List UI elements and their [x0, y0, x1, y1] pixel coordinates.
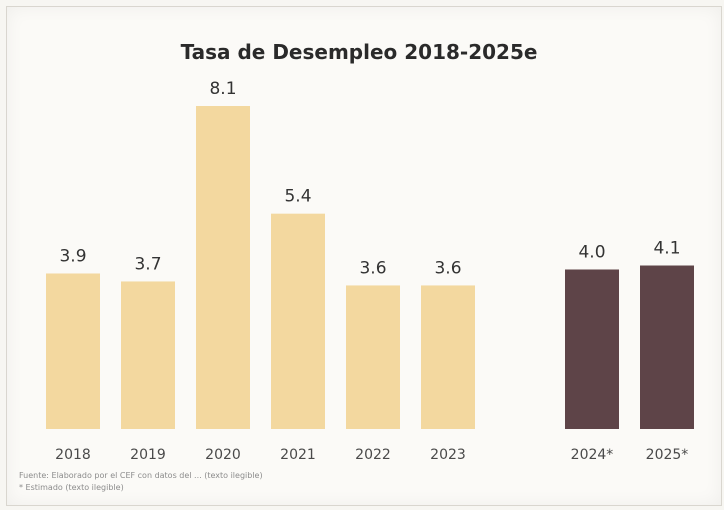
value-label-2020: 8.1	[209, 79, 236, 99]
value-label-2025-est: 4.1	[653, 239, 680, 259]
tick-label-2025-est: 2025*	[646, 447, 689, 463]
tick-label-2019: 2019	[130, 447, 166, 463]
footnote-estimate: * Estimado (texto ilegible)	[19, 483, 124, 492]
bar-2023	[421, 285, 475, 429]
tick-label-2020: 2020	[205, 447, 241, 463]
value-label-2023: 3.6	[434, 258, 461, 278]
chart-title: Tasa de Desempleo 2018-2025e	[181, 40, 538, 64]
tick-label-2023: 2023	[430, 447, 466, 463]
value-label-2022: 3.6	[359, 258, 386, 278]
chart-frame: Tasa de Desempleo 2018-2025e 3.9 3.7 8.1 5.…	[6, 6, 722, 506]
footnote-source: Fuente: Elaborado por el CEF con datos d…	[19, 471, 263, 480]
tick-label-2018: 2018	[55, 447, 91, 463]
tick-label-2022: 2022	[355, 447, 391, 463]
value-labels-group: 3.9 3.7 8.1 5.4 3.6 3.6 4.0 4.1	[59, 79, 680, 278]
tick-label-2021: 2021	[280, 447, 316, 463]
tick-labels-group: 2018 2019 2020 2021 2022 2023 2024* 2025*	[55, 447, 688, 463]
value-label-2024-est: 4.0	[578, 242, 605, 262]
bar-2024-est	[565, 269, 619, 429]
value-label-2018: 3.9	[59, 246, 86, 266]
bar-2022	[346, 285, 400, 429]
bar-2018	[46, 273, 100, 429]
bar-2020	[196, 106, 250, 429]
bars-group	[46, 106, 694, 429]
tick-label-2024-est: 2024*	[571, 447, 614, 463]
value-label-2019: 3.7	[134, 254, 161, 274]
value-label-2021: 5.4	[284, 187, 311, 207]
bar-2025-est	[640, 265, 694, 429]
bar-chart: Tasa de Desempleo 2018-2025e 3.9 3.7 8.1 5.…	[19, 40, 694, 492]
bar-2019	[121, 281, 175, 429]
bar-2021	[271, 213, 325, 429]
